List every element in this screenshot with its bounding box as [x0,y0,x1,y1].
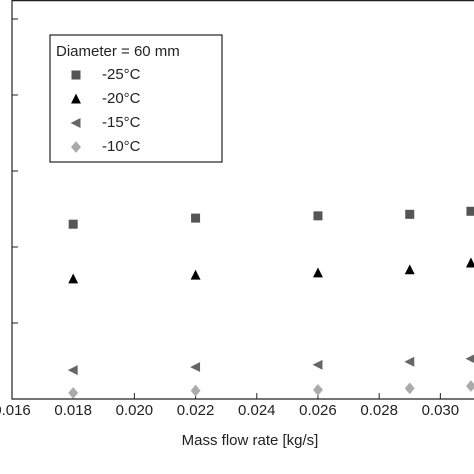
point [404,356,415,367]
point [190,384,201,397]
point [190,362,201,373]
legend-title: Diameter = 60 mm [56,43,180,60]
point [68,387,79,399]
x-tick-label: 0.016 [0,402,31,419]
axis-frame [11,0,474,400]
point [68,219,78,229]
legend-marker [71,70,81,80]
point [405,209,415,219]
x-tick-label: 0.022 [177,402,215,419]
legend-marker [71,93,81,104]
point [191,213,201,223]
point [404,382,415,395]
x-tick-label: 0.030 [422,402,460,419]
point [190,269,201,280]
point [404,264,415,275]
point [465,354,474,363]
point [313,384,323,396]
point [465,380,474,392]
x-tick-label: 0.024 [238,402,276,419]
point [465,257,474,268]
point [312,359,323,370]
x-tick-label: 0.018 [54,402,92,419]
x-axis-label: Mass flow rate [kg/s] [182,432,319,449]
point [466,206,474,216]
legend-box [49,34,223,163]
legend-marker [70,118,81,128]
legend-label: -25°C [102,66,141,83]
point [313,267,323,278]
x-tick-label: 0.026 [299,402,337,419]
x-tick-label: 0.028 [360,402,398,419]
point [67,365,78,376]
legend-label: -20°C [102,90,141,107]
point [68,273,79,284]
x-tick-label: 0.020 [116,402,154,419]
legend-label: -10°C [102,138,141,155]
point [313,211,323,221]
legend-label: -15°C [102,114,141,131]
legend-marker [71,141,81,153]
